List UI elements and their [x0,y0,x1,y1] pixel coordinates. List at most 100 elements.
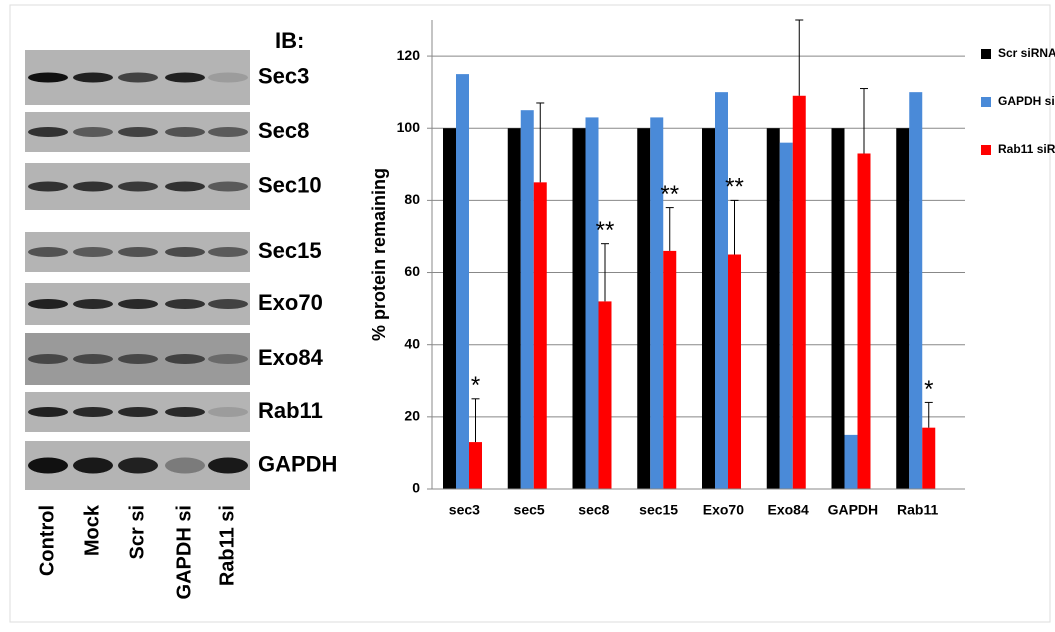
blot-band [73,182,113,192]
western-blot: IB:Sec3Sec8Sec10Sec15Exo70Exo84Rab11GAPD… [25,28,337,600]
blot-band [208,247,248,257]
blot-band [165,127,205,137]
bar [845,435,858,489]
significance: ** [660,181,679,208]
blot-band [118,354,158,364]
protein-label: Sec8 [258,118,309,143]
x-tick-label: Exo84 [768,502,809,518]
protein-label: Rab11 [258,398,323,423]
bar [663,251,676,489]
bar [573,128,586,489]
y-axis-label: % protein remaining [369,168,389,341]
lane-label: GAPDH si [173,505,195,599]
blot-title: IB: [275,28,304,53]
blot-band [73,407,113,417]
blot-band [73,73,113,83]
blot-band [165,73,205,83]
bar [896,128,909,489]
y-tick-label: 40 [404,335,420,351]
bar [767,128,780,489]
blot-band [28,458,68,474]
bar [780,143,793,489]
legend-swatch [981,97,991,107]
blot-band [118,407,158,417]
blot-band [165,354,205,364]
lane-label: Mock [81,504,103,556]
bar [599,301,612,489]
blot-band [118,458,158,474]
blot-band [73,458,113,474]
y-tick-label: 0 [412,480,420,496]
bar [909,92,922,489]
legend-label: Rab11 siRNA [998,142,1055,156]
blot-band [208,182,248,192]
lane-label: Scr si [126,505,148,559]
lane-label: Control [36,505,58,576]
bar [922,428,935,489]
blot-band [165,182,205,192]
y-tick-label: 100 [397,119,421,135]
significance: ** [596,217,615,244]
legend-label: GAPDH siRNA [998,94,1055,108]
protein-label: Sec10 [258,172,322,197]
legend-swatch [981,145,991,155]
blot-band [208,73,248,83]
y-tick-label: 120 [397,47,421,63]
blot-band [28,407,68,417]
blot-band [73,247,113,257]
blot-band [208,354,248,364]
blot-band [165,299,205,309]
protein-label: Sec15 [258,238,322,263]
blot-band [73,299,113,309]
blot-band [118,182,158,192]
blot-band [118,247,158,257]
x-tick-label: sec3 [449,502,480,518]
significance: ** [725,174,744,201]
x-tick-label: sec15 [639,502,678,518]
blot-band [208,127,248,137]
blot-band [208,458,248,474]
blot-band [28,182,68,192]
significance: * [471,372,480,399]
legend-swatch [981,49,991,59]
y-tick-label: 80 [404,191,420,207]
blot-band [208,407,248,417]
protein-label: Exo70 [258,290,323,315]
blot-band [165,458,205,474]
y-tick-label: 60 [404,263,420,279]
bar [534,182,547,489]
legend-label: Scr siRNA [998,46,1055,60]
blot-band [118,127,158,137]
bar [832,128,845,489]
x-tick-label: Exo70 [703,502,744,518]
bar [858,153,871,489]
bar [715,92,728,489]
blot-band [28,247,68,257]
blot-band [118,299,158,309]
protein-label: Exo84 [258,345,324,370]
blot-band [28,354,68,364]
blot-band [165,247,205,257]
x-tick-label: GAPDH [828,502,879,518]
lane-label: Rab11 si [216,505,238,586]
x-tick-label: Rab11 [897,502,938,518]
bar [521,110,534,489]
bar [508,128,521,489]
bar-chart: 0 20 40 60 80 100 120 % protein remaining * sec3 s… [369,20,1055,518]
y-tick-label: 20 [404,408,420,424]
blot-band [28,73,68,83]
blot-band [165,407,205,417]
bar [586,117,599,489]
blot-band [208,299,248,309]
blot-band [73,354,113,364]
protein-label: GAPDH [258,451,337,476]
bar [793,96,806,489]
figure: IB:Sec3Sec8Sec10Sec15Exo70Exo84Rab11GAPD… [0,0,1055,627]
bar [650,117,663,489]
blot-band [73,127,113,137]
x-tick-label: sec5 [514,502,545,518]
bar [456,74,469,489]
significance: * [924,376,933,403]
bar [469,442,482,489]
blot-band [118,73,158,83]
